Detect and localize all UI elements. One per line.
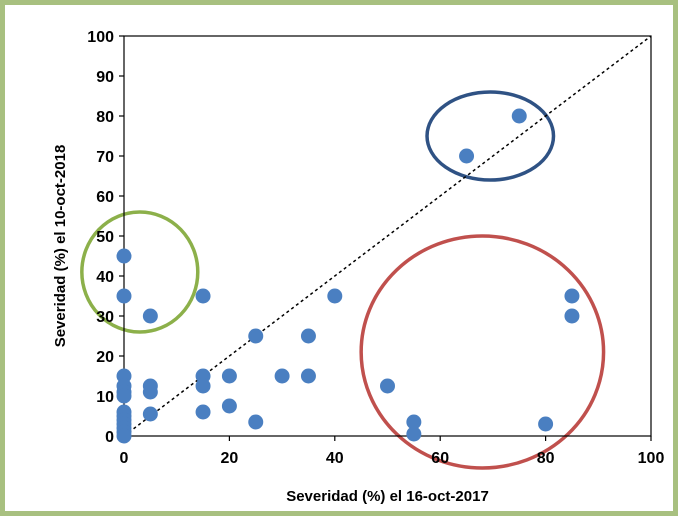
y-tick-label: 60 [96, 189, 114, 206]
annotations-layer [80, 90, 606, 470]
data-point [564, 288, 580, 304]
y-tick-label: 40 [96, 269, 114, 286]
reference-line-layer [123, 35, 652, 437]
data-point [511, 108, 527, 124]
reference-line [123, 35, 652, 437]
y-tick-label: 20 [96, 349, 114, 366]
data-point [116, 388, 132, 404]
y-axis-title: Severidad (%) el 10-oct-2018 [52, 145, 69, 348]
blue-ellipse [425, 90, 556, 182]
y-tick-label: 10 [96, 389, 114, 406]
data-point [300, 368, 316, 384]
data-point [459, 148, 475, 164]
data-point [142, 384, 158, 400]
data-point [195, 288, 211, 304]
points-layer [116, 108, 580, 444]
red-ellipse [359, 234, 606, 470]
x-tick-label: 60 [431, 450, 449, 467]
data-point [221, 398, 237, 414]
data-point [327, 288, 343, 304]
data-point [538, 416, 554, 432]
data-point [116, 428, 132, 444]
x-tick-label: 40 [326, 450, 344, 467]
y-tick-label: 50 [96, 229, 114, 246]
y-tick-label: 100 [87, 29, 114, 46]
data-point [406, 426, 422, 442]
data-point [195, 378, 211, 394]
data-point [564, 308, 580, 324]
data-point [380, 378, 395, 394]
x-tick-label: 100 [638, 450, 665, 467]
data-point [248, 328, 264, 344]
data-point [142, 308, 158, 324]
x-tick-label: 80 [537, 450, 555, 467]
x-tick-label: 20 [221, 450, 239, 467]
y-tick-label: 30 [96, 309, 114, 326]
data-point [116, 248, 132, 264]
data-point [300, 328, 316, 344]
y-tick-label: 0 [105, 429, 114, 446]
y-tick-label: 90 [96, 69, 114, 86]
x-tick-label: 0 [120, 450, 129, 467]
data-point [274, 368, 290, 384]
y-tick-label: 80 [96, 109, 114, 126]
axes-layer: 0 10 20 30 40 50 60 70 80 90 100 0 20 40 60 80 100 [87, 29, 664, 467]
data-point [116, 288, 132, 304]
data-point [195, 404, 211, 420]
y-tick-label: 70 [96, 149, 114, 166]
data-point [248, 414, 264, 430]
green-ellipse [80, 210, 200, 334]
labels-layer: Severidad (%) el 16-oct-2017 Severidad (… [52, 145, 489, 505]
x-axis-title: Severidad (%) el 16-oct-2017 [286, 488, 489, 505]
data-point [406, 414, 422, 430]
data-point [221, 368, 237, 384]
data-point [142, 406, 158, 422]
